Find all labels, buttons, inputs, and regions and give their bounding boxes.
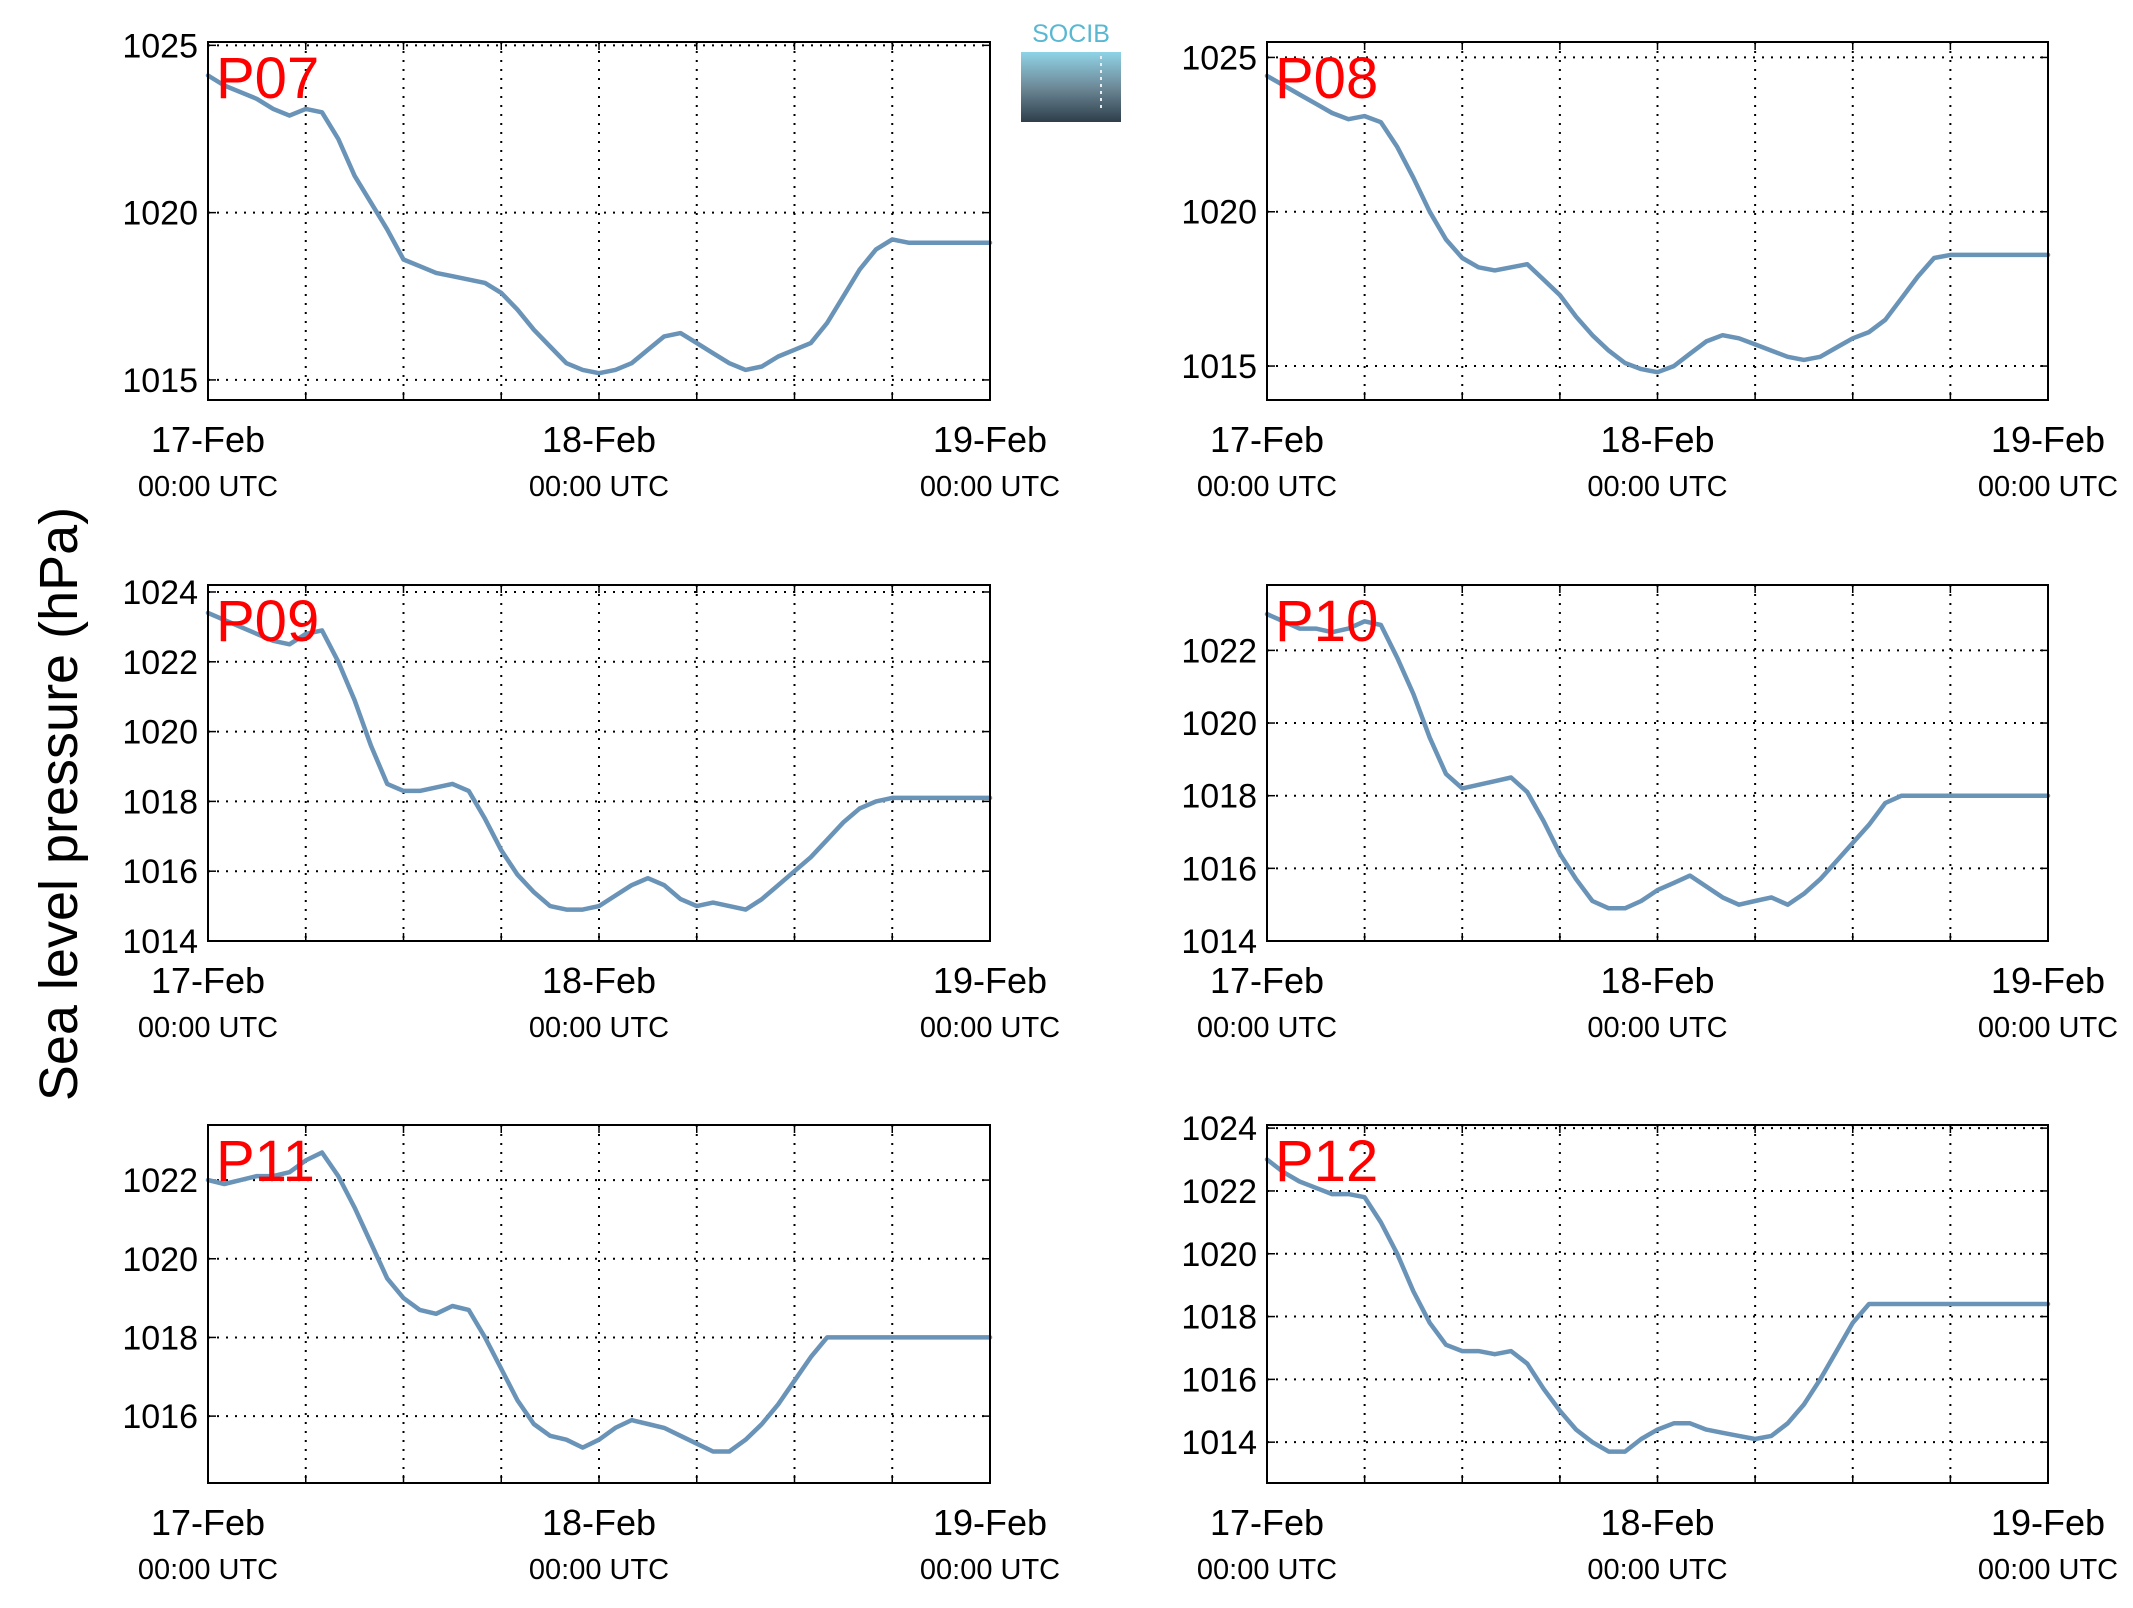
x-tick-label-date: 18-Feb <box>542 1502 656 1543</box>
x-tick-label-date: 17-Feb <box>1210 960 1324 1001</box>
y-tick-label: 1016 <box>1181 1361 1257 1399</box>
panel-p07: 1015 1020 1025 P07 17-Feb 00:00 UTC 18-Feb 00:0… <box>122 27 1060 503</box>
y-tick-label: 1018 <box>122 1319 198 1357</box>
x-tick-label-time: 00:00 UTC <box>138 1012 278 1044</box>
axes-frame <box>1266 584 2049 942</box>
pressure-line-p07 <box>205 73 993 376</box>
pressure-line-p08 <box>1264 73 2051 375</box>
y-tick-label: 1022 <box>1181 632 1257 670</box>
x-tick-label-date: 19-Feb <box>933 960 1047 1001</box>
y-tick-label: 1014 <box>122 923 198 961</box>
y-tick-label: 1014 <box>1181 1424 1257 1462</box>
pressure-line-p12 <box>1264 1157 2051 1454</box>
x-tick-label-date: 19-Feb <box>1991 1502 2105 1543</box>
y-tick-label: 1016 <box>122 853 198 891</box>
x-tick-label-date: 19-Feb <box>933 1502 1047 1543</box>
x-tick-label-date: 18-Feb <box>542 960 656 1001</box>
axes-frame <box>207 584 991 942</box>
x-tick-label-date: 18-Feb <box>1600 419 1714 460</box>
station-label: P09 <box>216 589 319 654</box>
y-tick-label: 1018 <box>122 783 198 821</box>
y-tick-label: 1022 <box>122 644 198 682</box>
y-tick-label: 1015 <box>1181 348 1257 386</box>
x-tick-label-time: 00:00 UTC <box>1197 471 1337 503</box>
y-tick-label: 1020 <box>1181 194 1257 232</box>
x-tick-label-date: 18-Feb <box>542 419 656 460</box>
x-tick-label-date: 19-Feb <box>1991 960 2105 1001</box>
x-tick-label-time: 00:00 UTC <box>1978 1554 2118 1586</box>
x-tick-label-time: 00:00 UTC <box>138 1554 278 1586</box>
y-tick-label: 1020 <box>1181 1236 1257 1274</box>
y-tick-label: 1015 <box>122 362 198 400</box>
y-tick-label: 1025 <box>1181 39 1257 77</box>
station-label: P12 <box>1275 1129 1378 1194</box>
x-tick-label-date: 17-Feb <box>151 960 265 1001</box>
x-tick-label-time: 00:00 UTC <box>920 1012 1060 1044</box>
x-tick-label-date: 18-Feb <box>1600 960 1714 1001</box>
x-tick-label-date: 17-Feb <box>1210 419 1324 460</box>
x-tick-label-date: 17-Feb <box>151 419 265 460</box>
y-tick-label: 1018 <box>1181 778 1257 816</box>
pressure-line-p09 <box>205 610 993 912</box>
x-tick-label-time: 00:00 UTC <box>138 471 278 503</box>
axes-frame <box>207 1124 991 1484</box>
x-tick-label-time: 00:00 UTC <box>1587 1554 1727 1586</box>
station-label: P08 <box>1275 46 1378 111</box>
station-label: P07 <box>216 46 319 111</box>
axes-frame <box>1266 1124 2049 1484</box>
axes-frame <box>1266 41 2049 401</box>
x-tick-label-time: 00:00 UTC <box>1587 471 1727 503</box>
x-tick-label-time: 00:00 UTC <box>1587 1012 1727 1044</box>
socib-logo-text: SOCIB <box>1032 20 1110 48</box>
x-tick-label-time: 00:00 UTC <box>920 471 1060 503</box>
x-tick-label-time: 00:00 UTC <box>529 1554 669 1586</box>
panel-p08: 1015 1020 1025 P08 17-Feb 00:00 UTC 18-Feb 00:0… <box>1181 39 2118 503</box>
x-tick-label-time: 00:00 UTC <box>1978 1012 2118 1044</box>
pressure-line-p11 <box>205 1150 993 1454</box>
axes-frame <box>207 41 991 401</box>
panel-p12: 1014 1016 1018 1020 1022 1024 P12 17-Feb 00:00 U… <box>1181 1110 2118 1586</box>
y-tick-label: 1024 <box>122 574 198 612</box>
y-tick-label: 1022 <box>122 1162 198 1200</box>
x-tick-label-time: 00:00 UTC <box>1197 1554 1337 1586</box>
x-tick-label-date: 19-Feb <box>933 419 1047 460</box>
x-tick-label-time: 00:00 UTC <box>920 1554 1060 1586</box>
panel-p11: 1016 1018 1020 1022 P11 17-Feb 00:00 UTC 18-Feb… <box>122 1124 1060 1586</box>
x-tick-label-date: 17-Feb <box>151 1502 265 1543</box>
y-tick-label: 1020 <box>122 714 198 752</box>
station-label: P10 <box>1275 589 1378 654</box>
panel-p10: 1014 1016 1018 1020 1022 P10 17-Feb 00:00 UTC 18… <box>1181 584 2118 1044</box>
y-tick-label: 1020 <box>122 195 198 233</box>
y-tick-label: 1016 <box>1181 850 1257 888</box>
x-tick-label-time: 00:00 UTC <box>1978 471 2118 503</box>
y-tick-label: 1024 <box>1181 1110 1257 1148</box>
socib-logo: SOCIB <box>1021 20 1121 122</box>
x-tick-label-time: 00:00 UTC <box>529 471 669 503</box>
x-tick-label-date: 19-Feb <box>1991 419 2105 460</box>
station-label: P11 <box>216 1129 315 1194</box>
y-tick-label: 1016 <box>122 1398 198 1436</box>
y-tick-label: 1014 <box>1181 923 1257 961</box>
y-tick-label: 1025 <box>122 27 198 65</box>
y-tick-label: 1020 <box>1181 705 1257 743</box>
pressure-line-p10 <box>1264 611 2051 911</box>
x-tick-label-date: 18-Feb <box>1600 1502 1714 1543</box>
x-tick-label-time: 00:00 UTC <box>1197 1012 1337 1044</box>
x-tick-label-time: 00:00 UTC <box>529 1012 669 1044</box>
panel-p09: 1014 1016 1018 1020 1022 1024 P09 17-Feb 00:00 U… <box>122 574 1060 1044</box>
x-tick-label-date: 17-Feb <box>1210 1502 1324 1543</box>
y-tick-label: 1020 <box>122 1241 198 1279</box>
y-tick-label: 1018 <box>1181 1299 1257 1337</box>
y-tick-label: 1022 <box>1181 1173 1257 1211</box>
